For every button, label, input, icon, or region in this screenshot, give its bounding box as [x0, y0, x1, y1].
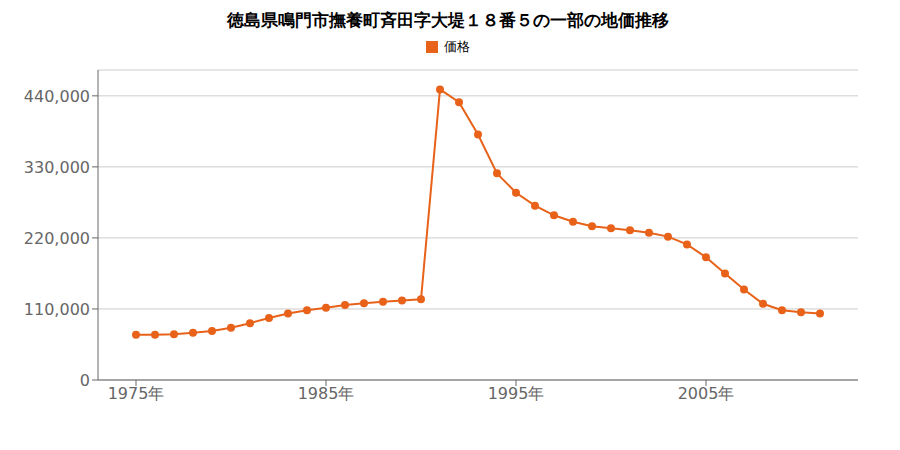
svg-text:1985年: 1985年: [298, 384, 355, 403]
svg-text:1975年: 1975年: [108, 384, 165, 403]
svg-text:110,000: 110,000: [24, 300, 90, 319]
svg-text:220,000: 220,000: [24, 229, 90, 248]
svg-text:1995年: 1995年: [488, 384, 545, 403]
html-text:価格: 価格: [444, 39, 470, 54]
svg-text:0: 0: [80, 371, 90, 390]
html-text:徳島県鳴門市撫養町斉田字大堤１８番５の一部の地価推移: 徳島県鳴門市撫養町斉田字大堤１８番５の一部の地価推移: [227, 10, 669, 30]
svg-text:330,000: 330,000: [24, 158, 90, 177]
svg-text:440,000: 440,000: [24, 87, 90, 106]
svg-text:2005年: 2005年: [678, 384, 735, 403]
